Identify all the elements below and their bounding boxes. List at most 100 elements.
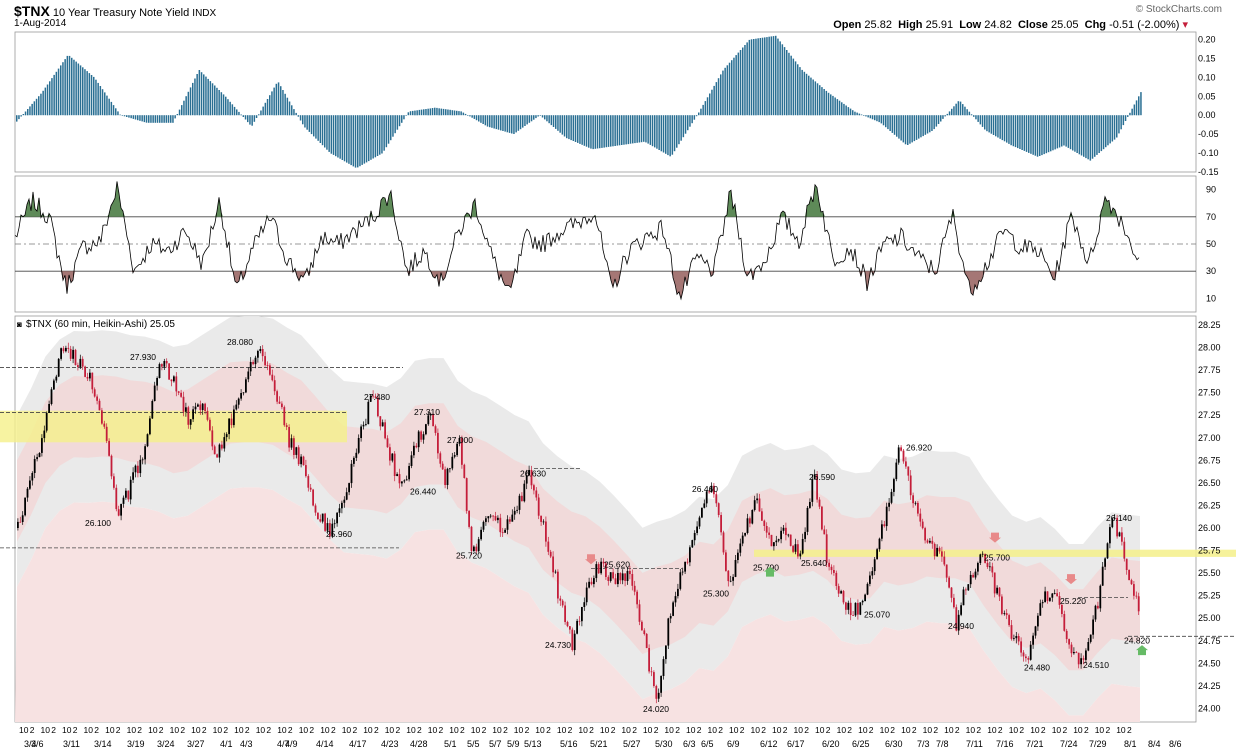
hour-tick-label: 2 [417,725,422,735]
osc-bar [192,82,194,116]
osc-bar [108,98,110,116]
osc-bar [599,115,601,149]
candle-body [960,605,962,615]
candle-body [295,447,298,455]
candle-body [804,531,806,539]
osc-bar [990,115,993,134]
candle-body [345,492,348,500]
candle-body [835,572,838,586]
rsi-overbought-fill [821,211,823,217]
candle-body [941,551,943,557]
osc-bar [959,101,962,116]
osc-bar [337,115,339,158]
candle-body [441,463,444,470]
osc-bar [706,97,709,116]
date-tick-label: 5/27 [623,739,641,749]
candle-body [621,573,624,581]
candle-body [501,532,504,533]
osc-bar [181,105,183,116]
date-tick-label: 5/5 [467,739,480,749]
candle-body [1008,615,1010,626]
hour-tick-label: 10 [105,725,115,735]
candle-body [36,457,38,460]
down-arrow-icon: ▾ [1182,19,1188,31]
osc-bar [940,115,942,122]
osc-bar [948,111,951,116]
candle-body [919,513,922,522]
osc-bar [541,115,544,118]
osc-bar [482,115,484,124]
hour-tick-label: 10 [148,725,158,735]
candle-body [785,527,787,536]
osc-bar [379,115,381,155]
candle-body [881,524,883,539]
hour-tick-label: 2 [933,725,938,735]
candle-body [866,583,869,595]
candle-body [288,427,290,448]
candle-body [537,497,540,516]
osc-bar [904,115,907,145]
osc-bar [110,101,113,116]
rsi-oversold-fill [611,271,613,288]
candle-body [338,508,341,513]
osc-bar [117,111,119,116]
hour-tick-label: 10 [41,725,51,735]
date-tick-label: 8/4 [1148,739,1161,749]
osc-bar [49,81,51,116]
candle-body [283,407,286,426]
osc-bar [27,109,29,116]
candle-body [492,515,494,517]
rsi-oversold-fill [435,271,437,279]
candle-body [439,453,442,464]
candle-body [163,361,166,367]
hour-tick-label: 2 [783,725,788,735]
osc-bar [803,71,806,116]
osc-bar [574,115,577,142]
osc-bar [511,115,513,134]
candle-body [792,545,794,552]
rsi-oversold-fill [971,271,973,296]
hour-tick-label: 10 [858,725,868,735]
osc-bar [702,104,704,116]
candle-body [461,438,463,465]
candle-body [765,526,768,533]
rsi-oversold-fill [613,271,615,288]
candle-body [432,413,434,427]
hour-tick-label: 10 [578,725,588,735]
osc-bar [172,115,174,123]
hour-tick-label: 2 [546,725,551,735]
candle-body [156,378,158,386]
osc-bar [1061,115,1063,147]
candle-body [429,413,432,416]
candle-body [1005,613,1008,616]
hour-tick-label: 10 [342,725,352,735]
osc-bar [185,96,187,116]
hour-tick-label: 10 [471,725,481,735]
candle-body [979,554,982,563]
candle-body [948,577,950,588]
osc-bar [944,115,946,117]
date-tick-label: 3/24 [157,739,175,749]
osc-bar [992,115,995,135]
hour-tick-label: 10 [923,725,933,735]
osc-bar [368,115,370,162]
candle-body [509,519,511,522]
high-value: 25.91 [925,19,954,31]
osc-bar [1089,115,1092,161]
price-tick-label: 28.25 [1198,320,1221,330]
date-tick-label: 7/24 [1060,739,1078,749]
candle-body [389,447,391,461]
candle-body [936,547,938,557]
price-annotation: 25.220 [1060,596,1086,606]
osc-bar [330,115,333,154]
candle-body [422,434,425,440]
candle-body [115,487,118,510]
rsi-tick-label: 70 [1206,212,1216,222]
hour-tick-label: 10 [643,725,653,735]
candle-body [825,534,828,563]
osc-bar [1001,115,1004,141]
osc-bar [1111,115,1114,142]
osc-bar [665,115,667,154]
osc-bar [471,115,473,118]
candle-body [727,570,730,582]
